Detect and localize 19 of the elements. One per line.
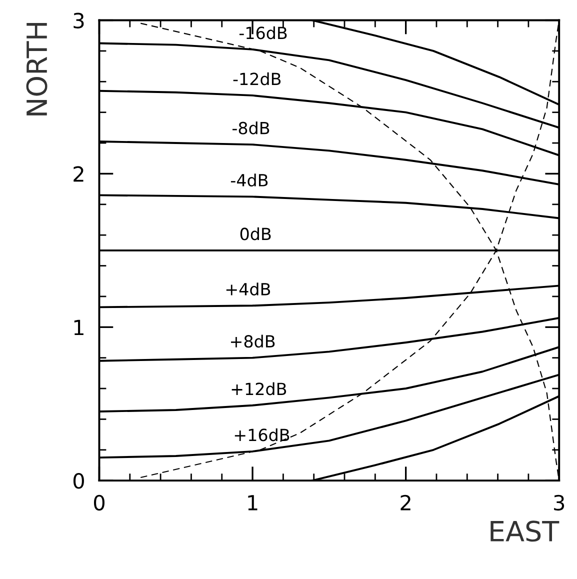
x-axis-title: EAST [490,520,560,542]
annotation: +12dB [232,382,286,396]
x-tick-label: 0 [94,494,104,511]
annotation: -16dB [239,26,287,40]
annotation: +4dB [226,282,270,296]
y-tick-label: 3 [74,12,84,28]
y-tick-label: 2 [74,166,84,182]
annotation: 0dB [240,227,271,240]
y-tick-label: 1 [74,320,84,336]
annotation: +8dB [231,334,275,348]
y-tick-label: 0 [73,473,84,489]
x-tick-label: 1 [248,495,258,510]
annotation: -12dB [233,72,281,86]
y-axis-title: NORTH [26,23,48,116]
annotation: -4dB [230,174,268,187]
x-tick-label: 3 [554,494,564,511]
x-tick-label: 2 [400,494,410,510]
annotation: +16dB [234,428,290,442]
annotation: -8dB [232,121,270,134]
